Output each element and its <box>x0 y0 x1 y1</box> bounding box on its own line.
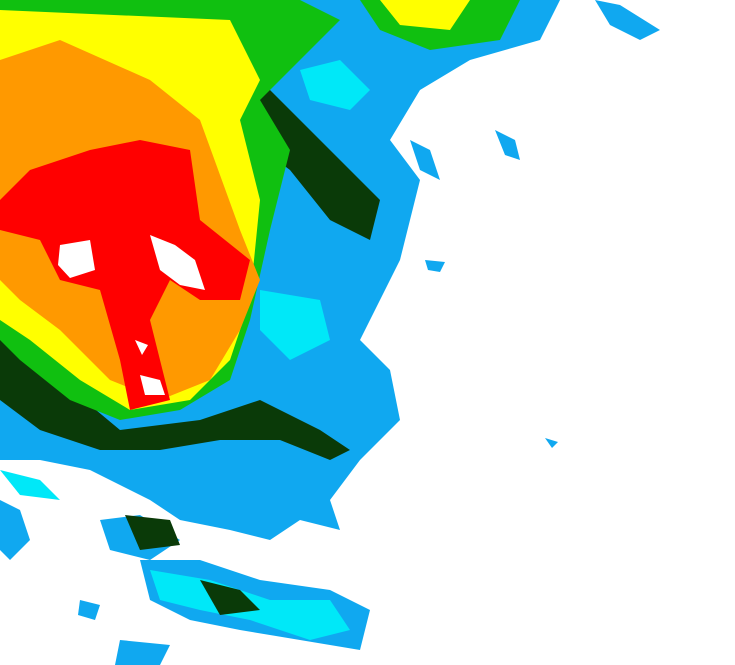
precip-core-white <box>58 235 205 395</box>
precip-red <box>0 140 250 410</box>
